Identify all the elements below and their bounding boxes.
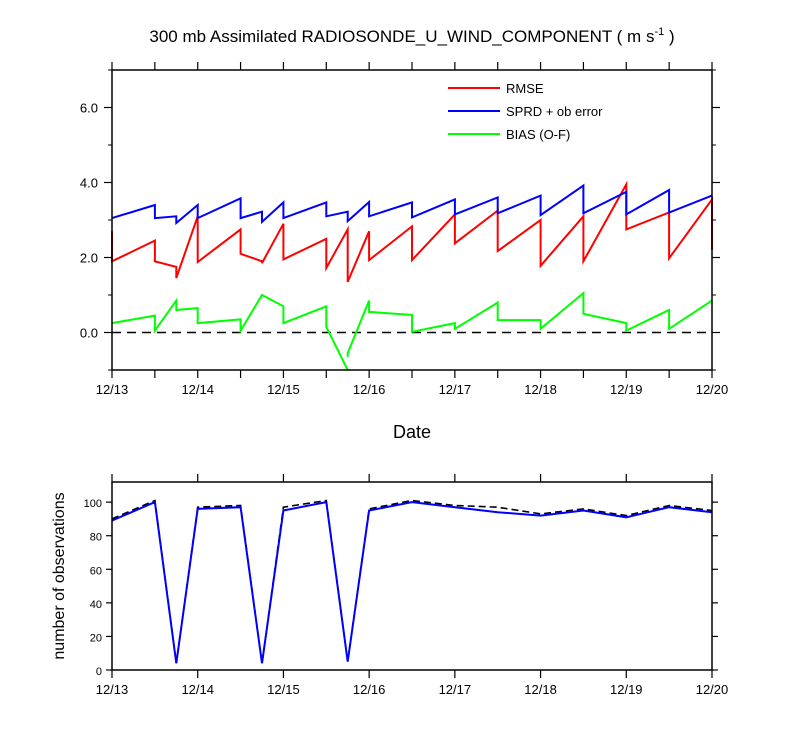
obs-x-tick-label: 12/13 — [96, 682, 129, 697]
obs-y-tick-label: 20 — [90, 632, 102, 644]
obs-x-tick-label: 12/15 — [267, 682, 300, 697]
stats-x-tick-label: 12/15 — [267, 382, 300, 397]
obs-y-tick-label: 100 — [84, 498, 102, 510]
title-main: 300 mb Assimilated RADIOSONDE_U_WIND_COM… — [149, 27, 654, 46]
title-superscript: -1 — [654, 26, 664, 38]
obs-x-tick-label: 12/18 — [524, 682, 557, 697]
stats-x-tick-label: 12/20 — [696, 382, 729, 397]
obs-chart: 12/13 12/14 12/15 12/16 12/17 12/18 12/19 12/20… — [51, 474, 728, 697]
stats-x-tick-label: 12/17 — [439, 382, 472, 397]
stats-y-tick-label: 6.0 — [80, 101, 98, 116]
obs-x-tick-label: 12/16 — [353, 682, 386, 697]
stats-x-axis-label: Date — [393, 422, 431, 442]
stats-y-tick-label: 2.0 — [80, 251, 98, 266]
series-rmse-line — [111, 180, 713, 283]
obs-y-tick-label: 0 — [96, 666, 102, 678]
stats-legend: RMSE SPRD + ob error BIAS (O-F) — [448, 81, 603, 142]
obs-y-tick-label: 80 — [90, 532, 102, 544]
obs-x-tick-label: 12/20 — [696, 682, 729, 697]
obs-x-tick-label: 12/17 — [439, 682, 472, 697]
obs-y-axis-label: number of observations — [51, 492, 68, 659]
stats-x-tick-label: 12/19 — [610, 382, 643, 397]
legend-sprd-label: SPRD + ob error — [506, 104, 603, 119]
series-sprd-line — [111, 183, 713, 226]
obs-y-tick-label: 40 — [90, 599, 102, 611]
stats-x-tick-label: 12/18 — [524, 382, 557, 397]
legend-rmse-label: RMSE — [506, 81, 544, 96]
obs-x-tick-label: 12/14 — [181, 682, 214, 697]
legend-bias-label: BIAS (O-F) — [506, 127, 570, 142]
series-obs_assim-line — [111, 500, 713, 664]
series-bias-line — [111, 293, 349, 371]
obs-axis-ticks: 12/13 12/14 12/15 12/16 12/17 12/18 12/19 12/20… — [84, 474, 729, 697]
stats-plot-frame — [111, 69, 713, 371]
stats-y-tick-label: 0.0 — [80, 326, 98, 341]
stats-chart: 12/13 12/14 12/15 12/16 12/17 12/18 12/19 12/20… — [80, 62, 728, 442]
stats-axis-ticks: 12/13 12/14 12/15 12/16 12/17 12/18 12/19 12/20… — [80, 62, 728, 397]
stats-y-tick-label: 4.0 — [80, 176, 98, 191]
stats-x-tick-label: 12/14 — [181, 382, 214, 397]
obs-y-tick-label: 60 — [90, 565, 102, 577]
series-bias-line — [346, 290, 713, 357]
series-obs_total-line — [111, 499, 713, 664]
obs-plot-frame — [111, 481, 713, 671]
title-close: ) — [664, 27, 674, 46]
obs-x-tick-label: 12/19 — [610, 682, 643, 697]
obs-series-group — [111, 499, 713, 664]
chart-title: 300 mb Assimilated RADIOSONDE_U_WIND_COM… — [149, 26, 674, 46]
stats-x-tick-label: 12/16 — [353, 382, 386, 397]
stats-series-group — [111, 180, 713, 371]
stats-x-tick-label: 12/13 — [96, 382, 129, 397]
